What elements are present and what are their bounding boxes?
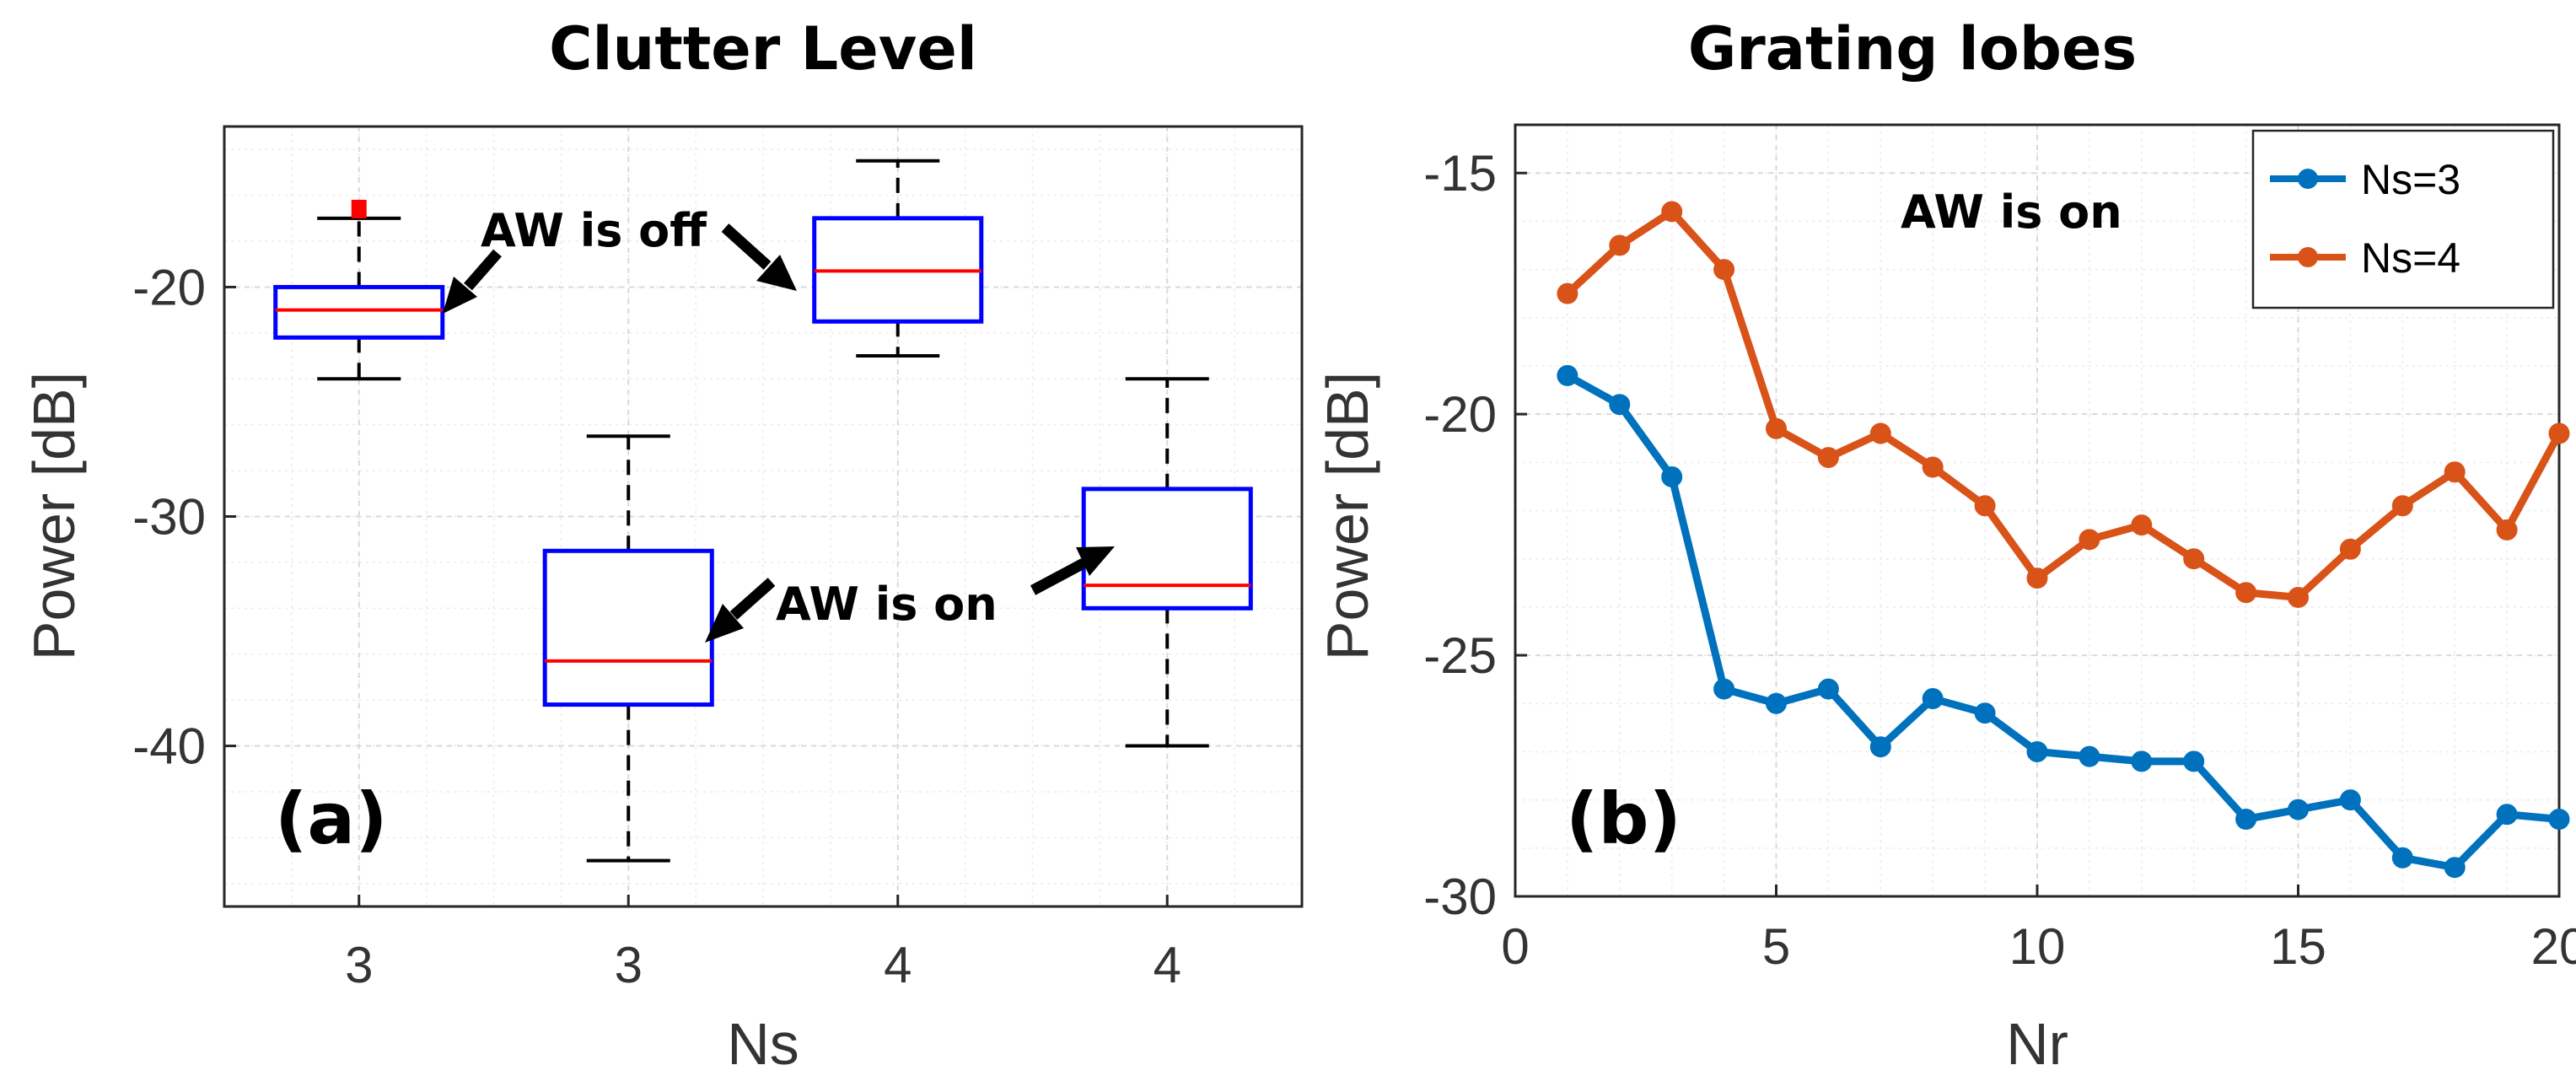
- x-tick-label: 4: [884, 937, 912, 993]
- data-point: [2496, 804, 2518, 826]
- x-tick-label: 20: [2531, 918, 2576, 975]
- data-point: [1922, 456, 1944, 478]
- data-point: [2496, 519, 2518, 541]
- data-point: [2548, 809, 2570, 830]
- x-tick-label: 3: [345, 937, 373, 993]
- box-body: [273, 284, 445, 340]
- panel-b-y-axis-label: Power [dB]: [1315, 372, 1380, 660]
- annotation-aw-on: AW is on: [776, 578, 998, 631]
- data-point: [1974, 495, 1996, 517]
- x-tick-label: 4: [1154, 937, 1181, 993]
- data-point: [1817, 678, 1839, 700]
- panel-b-x-axis-label: Nr: [2006, 1011, 2068, 1077]
- data-point: [2391, 495, 2413, 517]
- data-point: [2235, 809, 2257, 830]
- y-tick-label: -25: [1423, 627, 1497, 684]
- data-point: [2339, 789, 2361, 811]
- y-tick-label: -30: [132, 489, 206, 546]
- data-point: [1557, 364, 1578, 386]
- y-tick-label: -30: [1423, 869, 1497, 925]
- data-point: [1557, 282, 1578, 304]
- arrow-aw-on-left: [705, 578, 776, 643]
- annotation-aw-off: AW is off: [481, 204, 707, 257]
- panel-b-y-ticks: -30 -25 -20 -15: [1423, 145, 1527, 925]
- panel-b-series: [1557, 201, 2570, 879]
- legend-box: [2251, 129, 2555, 309]
- data-point: [1661, 201, 1683, 223]
- panel-b-line-plot: Grating lobes -30 -25 -20 -15 0 5 10 15 20 Nr P…: [1315, 14, 2576, 1077]
- data-point: [1974, 702, 1996, 724]
- data-point: [2288, 586, 2309, 608]
- data-point: [1766, 692, 1787, 714]
- x-tick-label: 10: [2009, 918, 2066, 975]
- data-point: [2288, 799, 2309, 820]
- data-point: [1713, 259, 1735, 281]
- y-tick-label: -15: [1423, 145, 1497, 202]
- panel-a-title: Clutter Level: [549, 14, 977, 83]
- x-tick-label: 15: [2270, 918, 2326, 975]
- x-tick-label: 0: [1501, 918, 1529, 975]
- box-4: [1081, 377, 1253, 748]
- legend: Ns=3 Ns=4: [2251, 129, 2555, 309]
- legend-marker-ns4: [2298, 247, 2318, 267]
- panel-a-box-plot: Clutter Level -40 -30 -20 3 3 4 4 Ns Power [d…: [21, 14, 1304, 1077]
- series-line: [1565, 372, 2560, 872]
- arrow-aw-on-right: [1030, 546, 1115, 595]
- data-point: [1817, 447, 1839, 469]
- panel-a-y-axis-label: Power [dB]: [21, 372, 87, 660]
- data-point: [2079, 745, 2100, 767]
- legend-entry-ns4: Ns=4: [2270, 234, 2460, 282]
- panel-b-label: (b): [1566, 777, 1681, 860]
- data-point: [2079, 529, 2100, 551]
- data-point: [2026, 568, 2048, 589]
- arrow-aw-off-right: [721, 223, 797, 291]
- box-1: [273, 199, 445, 381]
- data-point: [1609, 394, 1631, 416]
- data-point: [2548, 422, 2570, 444]
- panel-b-x-ticks: 0 5 10 15 20: [1501, 885, 2576, 975]
- panel-a-x-axis-label: Ns: [727, 1011, 799, 1077]
- data-point: [1766, 417, 1787, 439]
- data-point: [1869, 736, 1891, 758]
- data-point: [2026, 740, 2048, 762]
- panel-b-title: Grating lobes: [1688, 14, 2137, 83]
- y-tick-label: -20: [1423, 386, 1497, 443]
- data-point: [1869, 422, 1891, 444]
- series-ns4: [1557, 201, 2570, 608]
- panel-a-label: (a): [275, 777, 387, 860]
- data-point: [1661, 465, 1683, 487]
- data-point: [2339, 538, 2361, 560]
- panel-a-x-ticks: 3 3 4 4: [345, 895, 1181, 993]
- legend-label-ns3: Ns=3: [2361, 156, 2460, 203]
- box-body: [542, 548, 714, 707]
- data-point: [2131, 750, 2153, 772]
- outlier-marker: [351, 199, 367, 218]
- data-point: [2444, 461, 2466, 483]
- data-point: [2183, 750, 2205, 772]
- data-point: [2235, 582, 2257, 604]
- data-point: [1922, 688, 1944, 710]
- series-ns3: [1557, 364, 2570, 879]
- panel-a-boxes: [273, 159, 1253, 863]
- legend-marker-ns3: [2298, 169, 2318, 189]
- legend-label-ns4: Ns=4: [2361, 234, 2460, 282]
- data-point: [1713, 678, 1735, 700]
- data-point: [2444, 857, 2466, 879]
- x-tick-label: 3: [615, 937, 643, 993]
- data-point: [2183, 548, 2205, 570]
- series-line: [1564, 207, 2563, 601]
- box-3: [812, 159, 984, 358]
- box-2: [542, 434, 714, 863]
- data-point: [2391, 847, 2413, 869]
- legend-entry-ns3: Ns=3: [2270, 156, 2460, 203]
- data-point: [1609, 234, 1631, 256]
- y-tick-label: -40: [132, 718, 206, 775]
- x-tick-label: 5: [1762, 918, 1790, 975]
- arrow-aw-off-left: [443, 249, 502, 314]
- y-tick-label: -20: [132, 259, 206, 315]
- annotation-aw-on-b: AW is on: [1901, 186, 2122, 239]
- data-point: [2131, 514, 2153, 536]
- panel-a-y-ticks: -40 -30 -20: [132, 259, 236, 775]
